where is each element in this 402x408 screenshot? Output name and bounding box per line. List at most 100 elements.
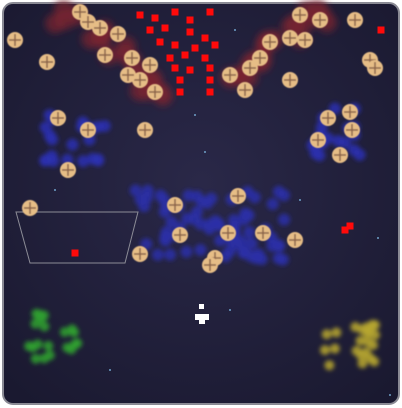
yellow-unit bbox=[319, 345, 330, 356]
blue-unit bbox=[77, 155, 90, 168]
red-unit bbox=[151, 14, 159, 22]
yellow-unit bbox=[369, 356, 380, 367]
red-unit bbox=[206, 76, 214, 84]
red-unit bbox=[341, 226, 349, 234]
yellow-unit bbox=[362, 336, 373, 347]
red-haze bbox=[54, 10, 75, 31]
green-unit bbox=[27, 342, 38, 353]
star bbox=[109, 369, 111, 371]
blue-unit bbox=[248, 191, 261, 204]
coin-layer bbox=[7, 4, 383, 273]
blue-unit bbox=[238, 245, 251, 258]
blue-unit bbox=[278, 189, 291, 202]
blue-unit bbox=[194, 243, 207, 256]
star bbox=[377, 237, 379, 239]
blue-unit bbox=[141, 184, 154, 197]
blue-unit bbox=[235, 235, 248, 248]
blue-unit bbox=[40, 154, 53, 167]
red-unit bbox=[181, 51, 189, 59]
yellow-unit bbox=[324, 360, 335, 371]
blue-unit bbox=[164, 248, 177, 261]
red-unit bbox=[171, 8, 179, 16]
red-unit bbox=[176, 88, 184, 96]
blue-unit bbox=[191, 206, 204, 219]
red-unit bbox=[146, 26, 154, 34]
yellow-unit bbox=[370, 320, 381, 331]
green-unit bbox=[34, 309, 45, 320]
yellow-unit bbox=[329, 343, 340, 354]
blue-unit bbox=[272, 252, 285, 265]
red-unit bbox=[201, 54, 209, 62]
green-unit bbox=[30, 318, 41, 329]
red-unit bbox=[346, 222, 354, 230]
red-unit bbox=[176, 76, 184, 84]
red-unit bbox=[71, 249, 79, 257]
star bbox=[299, 199, 301, 201]
green-unit bbox=[66, 344, 77, 355]
blue-unit bbox=[339, 136, 352, 149]
blue-unit bbox=[245, 237, 258, 250]
red-unit bbox=[211, 41, 219, 49]
red-unit bbox=[156, 38, 164, 46]
red-unit bbox=[186, 28, 194, 36]
blue-unit bbox=[151, 248, 164, 261]
blue-unit bbox=[181, 212, 194, 225]
blue-unit bbox=[160, 226, 173, 239]
yellow-unit bbox=[370, 329, 381, 340]
blue-unit bbox=[138, 200, 151, 213]
blue-unit bbox=[182, 189, 195, 202]
sprite-part bbox=[199, 304, 204, 309]
blue-unit bbox=[227, 214, 240, 227]
star bbox=[389, 394, 391, 396]
blue-unit bbox=[209, 215, 222, 228]
yellow-unit bbox=[357, 324, 368, 335]
star bbox=[229, 309, 231, 311]
pixel-layer bbox=[54, 8, 391, 396]
red-unit bbox=[206, 8, 214, 16]
red-unit bbox=[186, 66, 194, 74]
blue-unit bbox=[194, 218, 207, 231]
blue-unit bbox=[243, 226, 256, 239]
blue-unit bbox=[353, 148, 366, 161]
yellow-unit bbox=[355, 335, 366, 346]
blue-unit bbox=[165, 215, 178, 228]
red-unit bbox=[201, 34, 209, 42]
red-unit bbox=[206, 64, 214, 72]
blue-unit bbox=[278, 213, 291, 226]
red-unit bbox=[171, 41, 179, 49]
player-sprite bbox=[195, 304, 209, 324]
blue-unit bbox=[39, 121, 52, 134]
blue-unit bbox=[266, 197, 279, 210]
blue-unit bbox=[309, 146, 322, 159]
blob-layer bbox=[24, 102, 381, 371]
red-unit bbox=[186, 16, 194, 24]
yellow-unit bbox=[357, 358, 368, 369]
red-unit bbox=[191, 44, 199, 52]
blue-unit bbox=[92, 154, 105, 167]
blue-unit bbox=[255, 253, 268, 266]
star bbox=[234, 29, 236, 31]
blue-unit bbox=[180, 245, 193, 258]
green-unit bbox=[43, 340, 54, 351]
star bbox=[194, 114, 196, 116]
blue-unit bbox=[46, 133, 59, 146]
sprite-part bbox=[195, 314, 209, 320]
yellow-unit bbox=[351, 345, 362, 356]
green-unit bbox=[44, 350, 55, 361]
blue-unit bbox=[205, 192, 218, 205]
red-unit bbox=[206, 88, 214, 96]
star bbox=[204, 151, 206, 153]
red-unit bbox=[136, 11, 144, 19]
yellow-unit bbox=[331, 327, 342, 338]
sprite-part bbox=[199, 320, 205, 324]
blue-unit bbox=[129, 184, 142, 197]
blue-unit bbox=[66, 138, 79, 151]
red-unit bbox=[377, 26, 385, 34]
green-unit bbox=[30, 353, 41, 364]
blue-unit bbox=[266, 240, 279, 253]
green-unit bbox=[69, 327, 80, 338]
red-unit bbox=[161, 24, 169, 32]
blue-unit bbox=[242, 209, 255, 222]
